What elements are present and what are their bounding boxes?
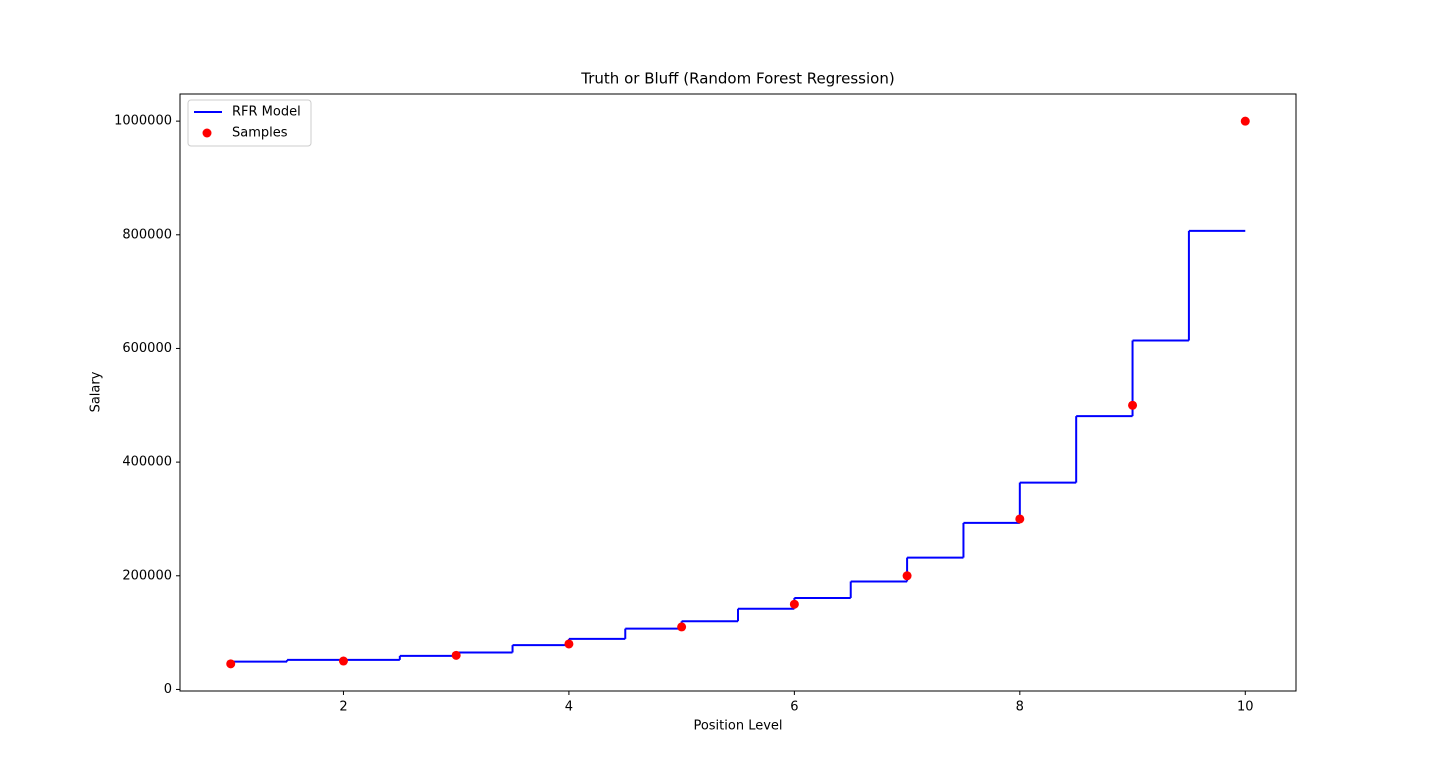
legend-marker <box>202 128 212 138</box>
legend-label: RFR Model <box>232 105 301 120</box>
y-tick-label: 600000 <box>122 341 172 356</box>
x-tick-label: 2 <box>339 700 347 715</box>
y-tick-label: 1000000 <box>114 114 172 129</box>
chart-title: Truth or Bluff (Random Forest Regression… <box>580 70 894 88</box>
scatter-point <box>338 656 348 666</box>
y-tick-label: 800000 <box>122 227 172 242</box>
scatter-point <box>451 650 461 660</box>
x-tick-label: 8 <box>1016 700 1024 715</box>
y-tick-label: 0 <box>164 682 172 697</box>
scatter-point <box>902 571 912 581</box>
axes-frame <box>179 93 1297 692</box>
x-axis-label: Position Level <box>693 719 782 734</box>
scatter-point <box>1015 514 1025 524</box>
x-tick-label: 6 <box>790 700 798 715</box>
scatter-point <box>226 659 236 669</box>
x-tick-label: 10 <box>1237 700 1254 715</box>
scatter-point <box>564 639 574 649</box>
scatter-point <box>1128 400 1138 410</box>
scatter-point <box>677 622 687 632</box>
legend: RFR Model Samples <box>187 99 312 147</box>
scatter-point <box>1240 116 1250 126</box>
y-axis-label: Salary <box>89 371 104 412</box>
legend-label: Samples <box>232 126 288 141</box>
x-tick-label: 4 <box>565 700 573 715</box>
y-tick-label: 200000 <box>122 568 172 583</box>
scatter-point <box>789 599 799 609</box>
plot-area <box>226 116 1250 669</box>
y-tick-label: 400000 <box>122 455 172 470</box>
